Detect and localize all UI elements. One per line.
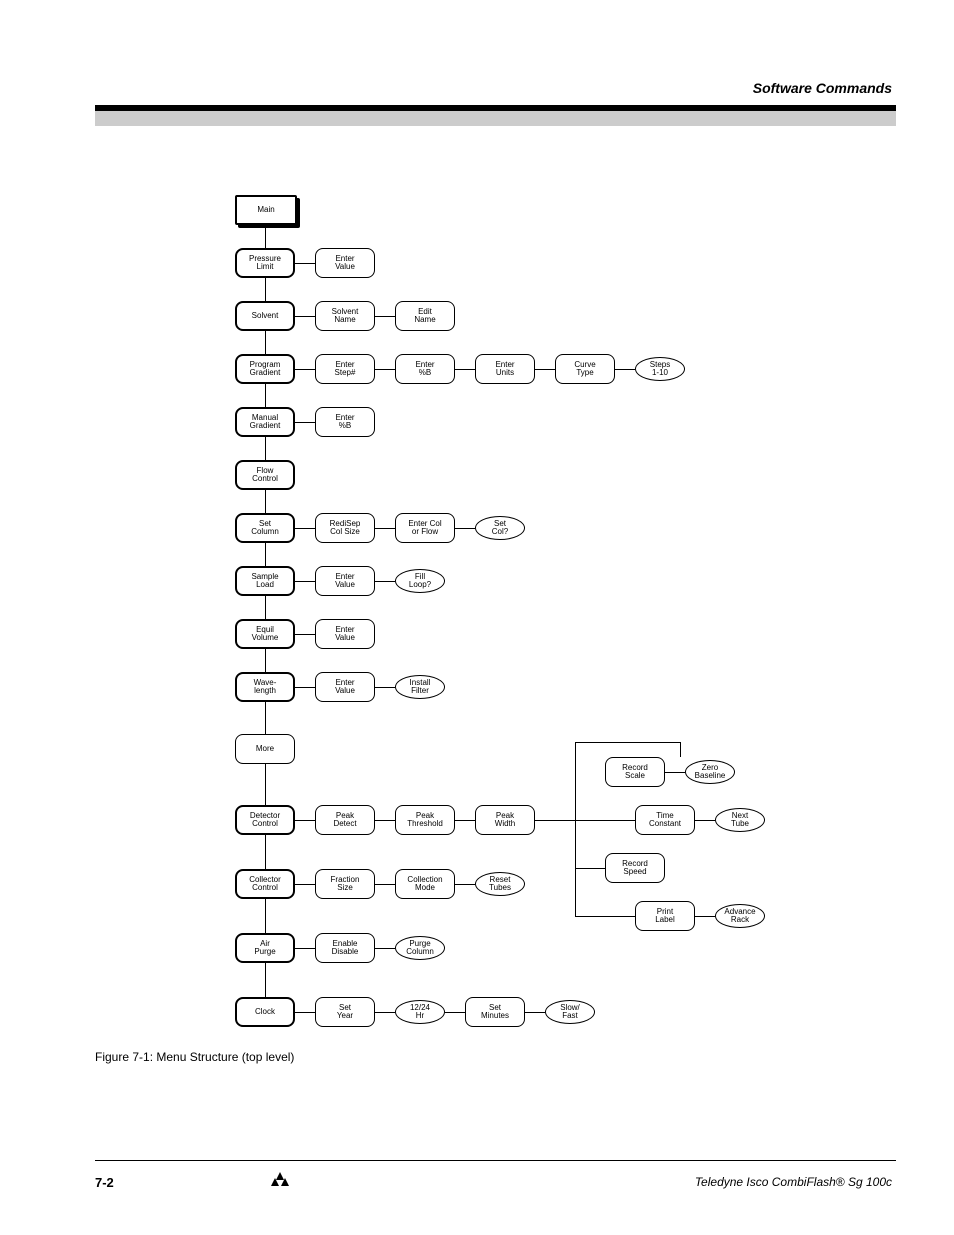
node-n3a: EnterStep#: [315, 354, 375, 384]
node-n6e: SetCol?: [475, 516, 525, 540]
node-n11c: PeakWidth: [475, 805, 535, 835]
connector: [525, 1012, 545, 1013]
node-n8: EquilVolume: [235, 619, 295, 649]
node-n6a: RediSepCol Size: [315, 513, 375, 543]
node-n4a: Enter%B: [315, 407, 375, 437]
footer-rule: [95, 1160, 896, 1161]
page: Software Commands Main PressureLimit Enter…: [0, 0, 954, 1235]
connector: [295, 634, 315, 635]
brand-logo-icon: [270, 1168, 290, 1188]
node-n11: DetectorControl: [235, 805, 295, 835]
connector: [295, 422, 315, 423]
connector: [295, 687, 315, 688]
connector: [375, 528, 395, 529]
connector: [535, 369, 555, 370]
node-b1: RecordScale: [605, 757, 665, 787]
connector: [375, 316, 395, 317]
node-n14d: 12/24Hr: [395, 1000, 445, 1024]
node-b4: PrintLabel: [635, 901, 695, 931]
node-n2a: SolventName: [315, 301, 375, 331]
connector: [295, 369, 315, 370]
node-n3c: EnterUnits: [475, 354, 535, 384]
node-n6: SetColumn: [235, 513, 295, 543]
connector: [575, 916, 635, 917]
node-n2: Solvent: [235, 301, 295, 331]
connector: [680, 742, 681, 757]
node-n9e: InstallFilter: [395, 675, 445, 699]
node-n14b: SetMinutes: [465, 997, 525, 1027]
node-b1e: ZeroBaseline: [685, 760, 735, 784]
node-b3: RecordSpeed: [605, 853, 665, 883]
connector: [455, 884, 475, 885]
connector: [295, 820, 315, 821]
page-header-title: Software Commands: [753, 80, 892, 96]
node-n3d: CurveType: [555, 354, 615, 384]
node-n9: Wave-length: [235, 672, 295, 702]
node-n0: Main: [235, 195, 297, 225]
node-n3e: Steps1-10: [635, 357, 685, 381]
connector: [375, 884, 395, 885]
connector: [455, 528, 475, 529]
node-b2e: NextTube: [715, 808, 765, 832]
node-n9a: EnterValue: [315, 672, 375, 702]
node-n3b: Enter%B: [395, 354, 455, 384]
connector: [375, 820, 395, 821]
node-n11a: PeakDetect: [315, 805, 375, 835]
connector: [295, 316, 315, 317]
node-b4e: AdvanceRack: [715, 904, 765, 928]
connector: [535, 820, 575, 821]
node-n13a: EnableDisable: [315, 933, 375, 963]
connector: [295, 884, 315, 885]
figure-caption: Figure 7-1: Menu Structure (top level): [95, 1050, 895, 1064]
node-n11b: PeakThreshold: [395, 805, 455, 835]
node-n7e: FillLoop?: [395, 569, 445, 593]
footer-product-name: Teledyne Isco CombiFlash® Sg 100c: [695, 1175, 892, 1189]
connector: [295, 263, 315, 264]
node-n7: SampleLoad: [235, 566, 295, 596]
connector: [575, 742, 680, 743]
connector: [575, 820, 635, 821]
connector: [695, 916, 715, 917]
node-n12: CollectorControl: [235, 869, 295, 899]
connector: [375, 687, 395, 688]
connector: [575, 868, 605, 869]
connector: [445, 1012, 465, 1013]
connector: [295, 948, 315, 949]
connector: [575, 742, 576, 820]
connector: [295, 581, 315, 582]
connector: [695, 820, 715, 821]
connector: [375, 948, 395, 949]
node-n14a: SetYear: [315, 997, 375, 1027]
connector: [455, 369, 475, 370]
node-n6b: Enter Color Flow: [395, 513, 455, 543]
node-n12a: FractionSize: [315, 869, 375, 899]
node-n1a: EnterValue: [315, 248, 375, 278]
page-number: 7-2: [95, 1175, 114, 1190]
node-n12b: CollectionMode: [395, 869, 455, 899]
connector: [665, 772, 685, 773]
connector: [455, 820, 475, 821]
node-n4: ManualGradient: [235, 407, 295, 437]
connector: [615, 369, 635, 370]
node-n14: Clock: [235, 997, 295, 1027]
connector: [375, 581, 395, 582]
connector: [375, 1012, 395, 1013]
node-n10: More: [235, 734, 295, 764]
node-n3: ProgramGradient: [235, 354, 295, 384]
connector: [375, 369, 395, 370]
node-n5: FlowControl: [235, 460, 295, 490]
node-n13: AirPurge: [235, 933, 295, 963]
connector: [295, 1012, 315, 1013]
node-n7a: EnterValue: [315, 566, 375, 596]
node-n14e: Slow/Fast: [545, 1000, 595, 1024]
menu-structure-diagram: Main PressureLimit EnterValue Solvent Solven…: [235, 185, 905, 1035]
connector: [295, 528, 315, 529]
node-n2b: EditName: [395, 301, 455, 331]
node-b2: TimeConstant: [635, 805, 695, 835]
header-stripe: [95, 105, 896, 126]
node-n8a: EnterValue: [315, 619, 375, 649]
node-n1: PressureLimit: [235, 248, 295, 278]
node-n13e: PurgeColumn: [395, 936, 445, 960]
node-n12e: ResetTubes: [475, 872, 525, 896]
